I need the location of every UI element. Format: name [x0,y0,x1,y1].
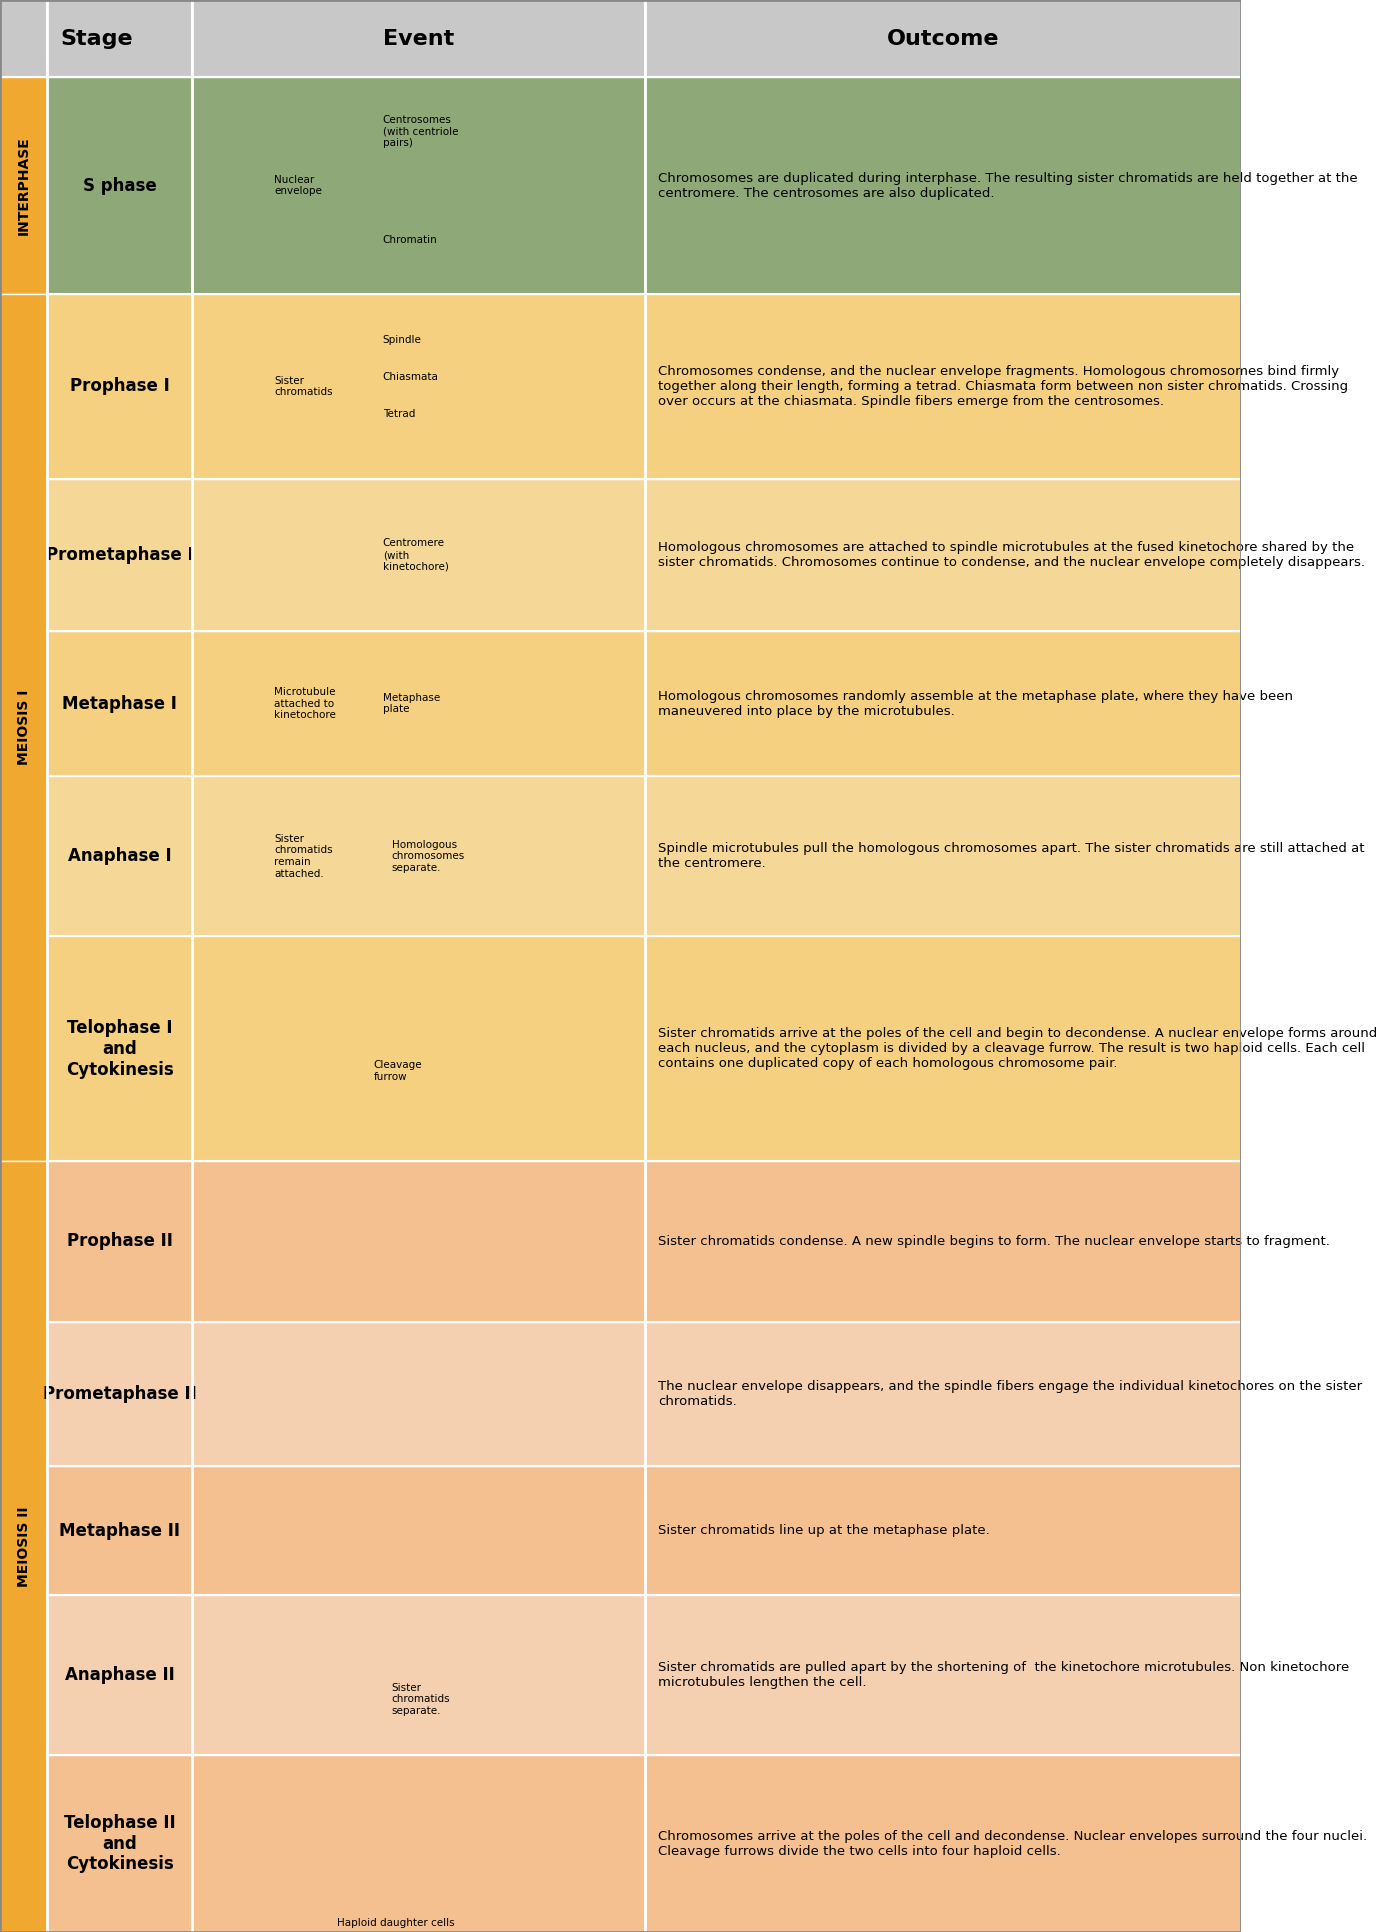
FancyBboxPatch shape [645,294,1242,479]
Text: Nuclear
envelope: Nuclear envelope [274,176,322,197]
FancyBboxPatch shape [47,937,193,1161]
FancyBboxPatch shape [193,1594,645,1756]
Text: Spindle microtubules pull the homologous chromosomes apart. The sister chromatid: Spindle microtubules pull the homologous… [657,842,1364,869]
FancyBboxPatch shape [193,1321,645,1466]
Text: Tetrad: Tetrad [383,410,415,419]
FancyBboxPatch shape [0,77,47,294]
FancyBboxPatch shape [645,632,1242,777]
Text: Event: Event [383,29,455,48]
Text: Sister
chromatids
separate.: Sister chromatids separate. [391,1683,451,1716]
Text: The nuclear envelope disappears, and the spindle fibers engage the individual ki: The nuclear envelope disappears, and the… [657,1379,1361,1408]
FancyBboxPatch shape [193,479,645,632]
FancyBboxPatch shape [645,479,1242,632]
FancyBboxPatch shape [645,777,1242,937]
Text: Metaphase I: Metaphase I [62,694,178,713]
Text: Sister
chromatids: Sister chromatids [274,375,332,398]
Text: Microtubule
attached to
kinetochore: Microtubule attached to kinetochore [274,688,336,721]
Text: Prophase II: Prophase II [68,1233,172,1250]
FancyBboxPatch shape [47,1161,193,1321]
Text: Sister chromatids are pulled apart by the shortening of  the kinetochore microtu: Sister chromatids are pulled apart by th… [657,1662,1349,1689]
Text: Anaphase II: Anaphase II [65,1665,175,1685]
FancyBboxPatch shape [645,1321,1242,1466]
Text: Sister
chromatids
remain
attached.: Sister chromatids remain attached. [274,835,332,879]
FancyBboxPatch shape [47,294,193,479]
Text: Cleavage
furrow: Cleavage furrow [373,1061,422,1082]
Text: Telophase I
and
Cytokinesis: Telophase I and Cytokinesis [66,1018,174,1078]
FancyBboxPatch shape [0,1161,47,1932]
FancyBboxPatch shape [645,77,1242,294]
Text: Centrosomes
(with centriole
pairs): Centrosomes (with centriole pairs) [383,114,459,149]
Text: Sister chromatids arrive at the poles of the cell and begin to decondense. A nuc: Sister chromatids arrive at the poles of… [657,1028,1377,1070]
Text: Telophase II
and
Cytokinesis: Telophase II and Cytokinesis [63,1814,175,1874]
Text: Stage: Stage [59,29,132,48]
FancyBboxPatch shape [47,479,193,632]
FancyBboxPatch shape [645,1466,1242,1594]
FancyBboxPatch shape [193,937,645,1161]
FancyBboxPatch shape [645,937,1242,1161]
Text: Metaphase II: Metaphase II [59,1522,181,1540]
Text: S phase: S phase [83,176,157,195]
Text: Sister chromatids condense. A new spindle begins to form. The nuclear envelope s: Sister chromatids condense. A new spindl… [657,1235,1330,1248]
Text: Homologous
chromosomes
separate.: Homologous chromosomes separate. [391,840,464,873]
Text: Sister chromatids line up at the metaphase plate.: Sister chromatids line up at the metapha… [657,1524,989,1538]
FancyBboxPatch shape [645,1594,1242,1756]
FancyBboxPatch shape [645,1756,1242,1932]
Text: Chromosomes condense, and the nuclear envelope fragments. Homologous chromosomes: Chromosomes condense, and the nuclear en… [657,365,1348,408]
FancyBboxPatch shape [47,1466,193,1594]
Text: INTERPHASE: INTERPHASE [17,137,30,236]
Text: Homologous chromosomes are attached to spindle microtubules at the fused kinetoc: Homologous chromosomes are attached to s… [657,541,1364,570]
FancyBboxPatch shape [193,632,645,777]
Text: Prophase I: Prophase I [70,377,169,396]
FancyBboxPatch shape [47,1594,193,1756]
Text: MEIOSIS I: MEIOSIS I [17,690,30,765]
FancyBboxPatch shape [193,1756,645,1932]
Text: Chromosomes are duplicated during interphase. The resulting sister chromatids ar: Chromosomes are duplicated during interp… [657,172,1357,199]
Text: Chiasmata: Chiasmata [383,373,438,383]
FancyBboxPatch shape [193,777,645,937]
FancyBboxPatch shape [193,1466,645,1594]
Text: Spindle: Spindle [383,336,422,346]
Text: Chromatin: Chromatin [383,236,437,245]
Text: Anaphase I: Anaphase I [68,846,172,866]
FancyBboxPatch shape [47,77,193,294]
Text: Metaphase
plate: Metaphase plate [383,694,440,715]
FancyBboxPatch shape [47,1321,193,1466]
FancyBboxPatch shape [193,294,645,479]
FancyBboxPatch shape [0,294,47,1161]
Text: Prometaphase II: Prometaphase II [43,1385,197,1403]
Text: Haploid daughter cells: Haploid daughter cells [338,1918,455,1928]
Text: Prometaphase I: Prometaphase I [45,547,193,564]
Text: Outcome: Outcome [887,29,999,48]
FancyBboxPatch shape [47,632,193,777]
Text: MEIOSIS II: MEIOSIS II [17,1507,30,1586]
FancyBboxPatch shape [645,1161,1242,1321]
FancyBboxPatch shape [193,1161,645,1321]
FancyBboxPatch shape [47,777,193,937]
Text: Centromere
(with
kinetochore): Centromere (with kinetochore) [383,539,449,572]
FancyBboxPatch shape [0,0,1242,77]
Text: Homologous chromosomes randomly assemble at the metaphase plate, where they have: Homologous chromosomes randomly assemble… [657,690,1293,717]
FancyBboxPatch shape [47,1756,193,1932]
Text: Chromosomes arrive at the poles of the cell and decondense. Nuclear envelopes su: Chromosomes arrive at the poles of the c… [657,1830,1367,1859]
FancyBboxPatch shape [193,77,645,294]
